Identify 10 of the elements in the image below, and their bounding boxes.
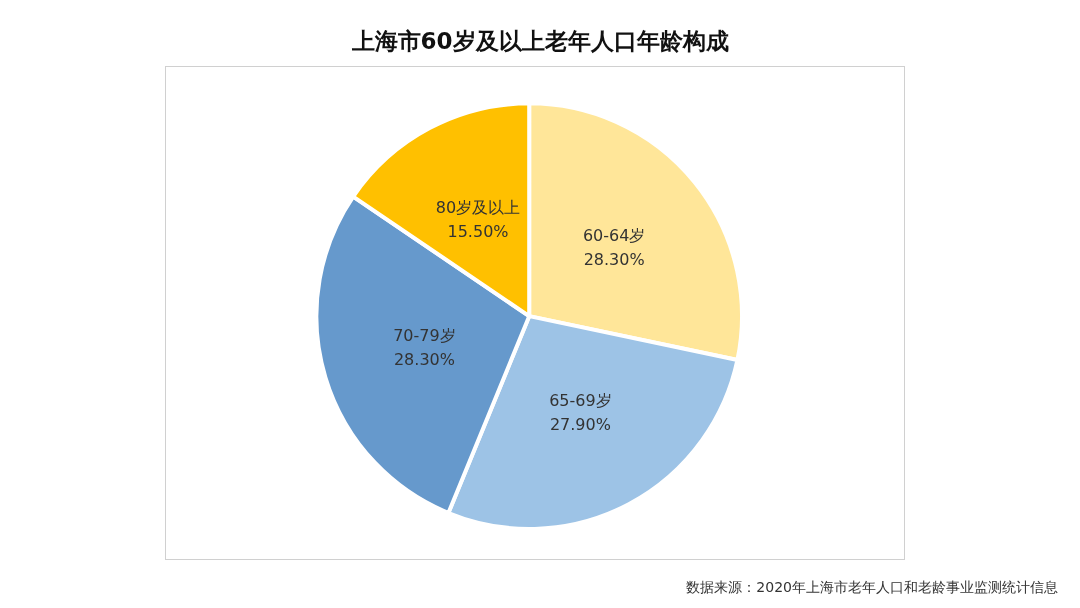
- slice-label: 65-69岁: [549, 391, 612, 411]
- slice-label: 60-64岁: [582, 225, 646, 245]
- data-label: 28.30%: [393, 350, 455, 370]
- slice-label: 70-79岁: [393, 326, 456, 346]
- chart-title: 上海市60岁及以上老年人口年龄构成: [350, 27, 729, 54]
- data-label: 15.50%: [447, 221, 509, 241]
- data-label: 28.30%: [583, 249, 645, 269]
- source-note: 数据来源：2020年上海市老年人口和老龄事业监测统计信息: [686, 579, 1059, 595]
- data-label: 27.90%: [549, 415, 611, 435]
- slice-label: 80岁及以上: [435, 197, 521, 217]
